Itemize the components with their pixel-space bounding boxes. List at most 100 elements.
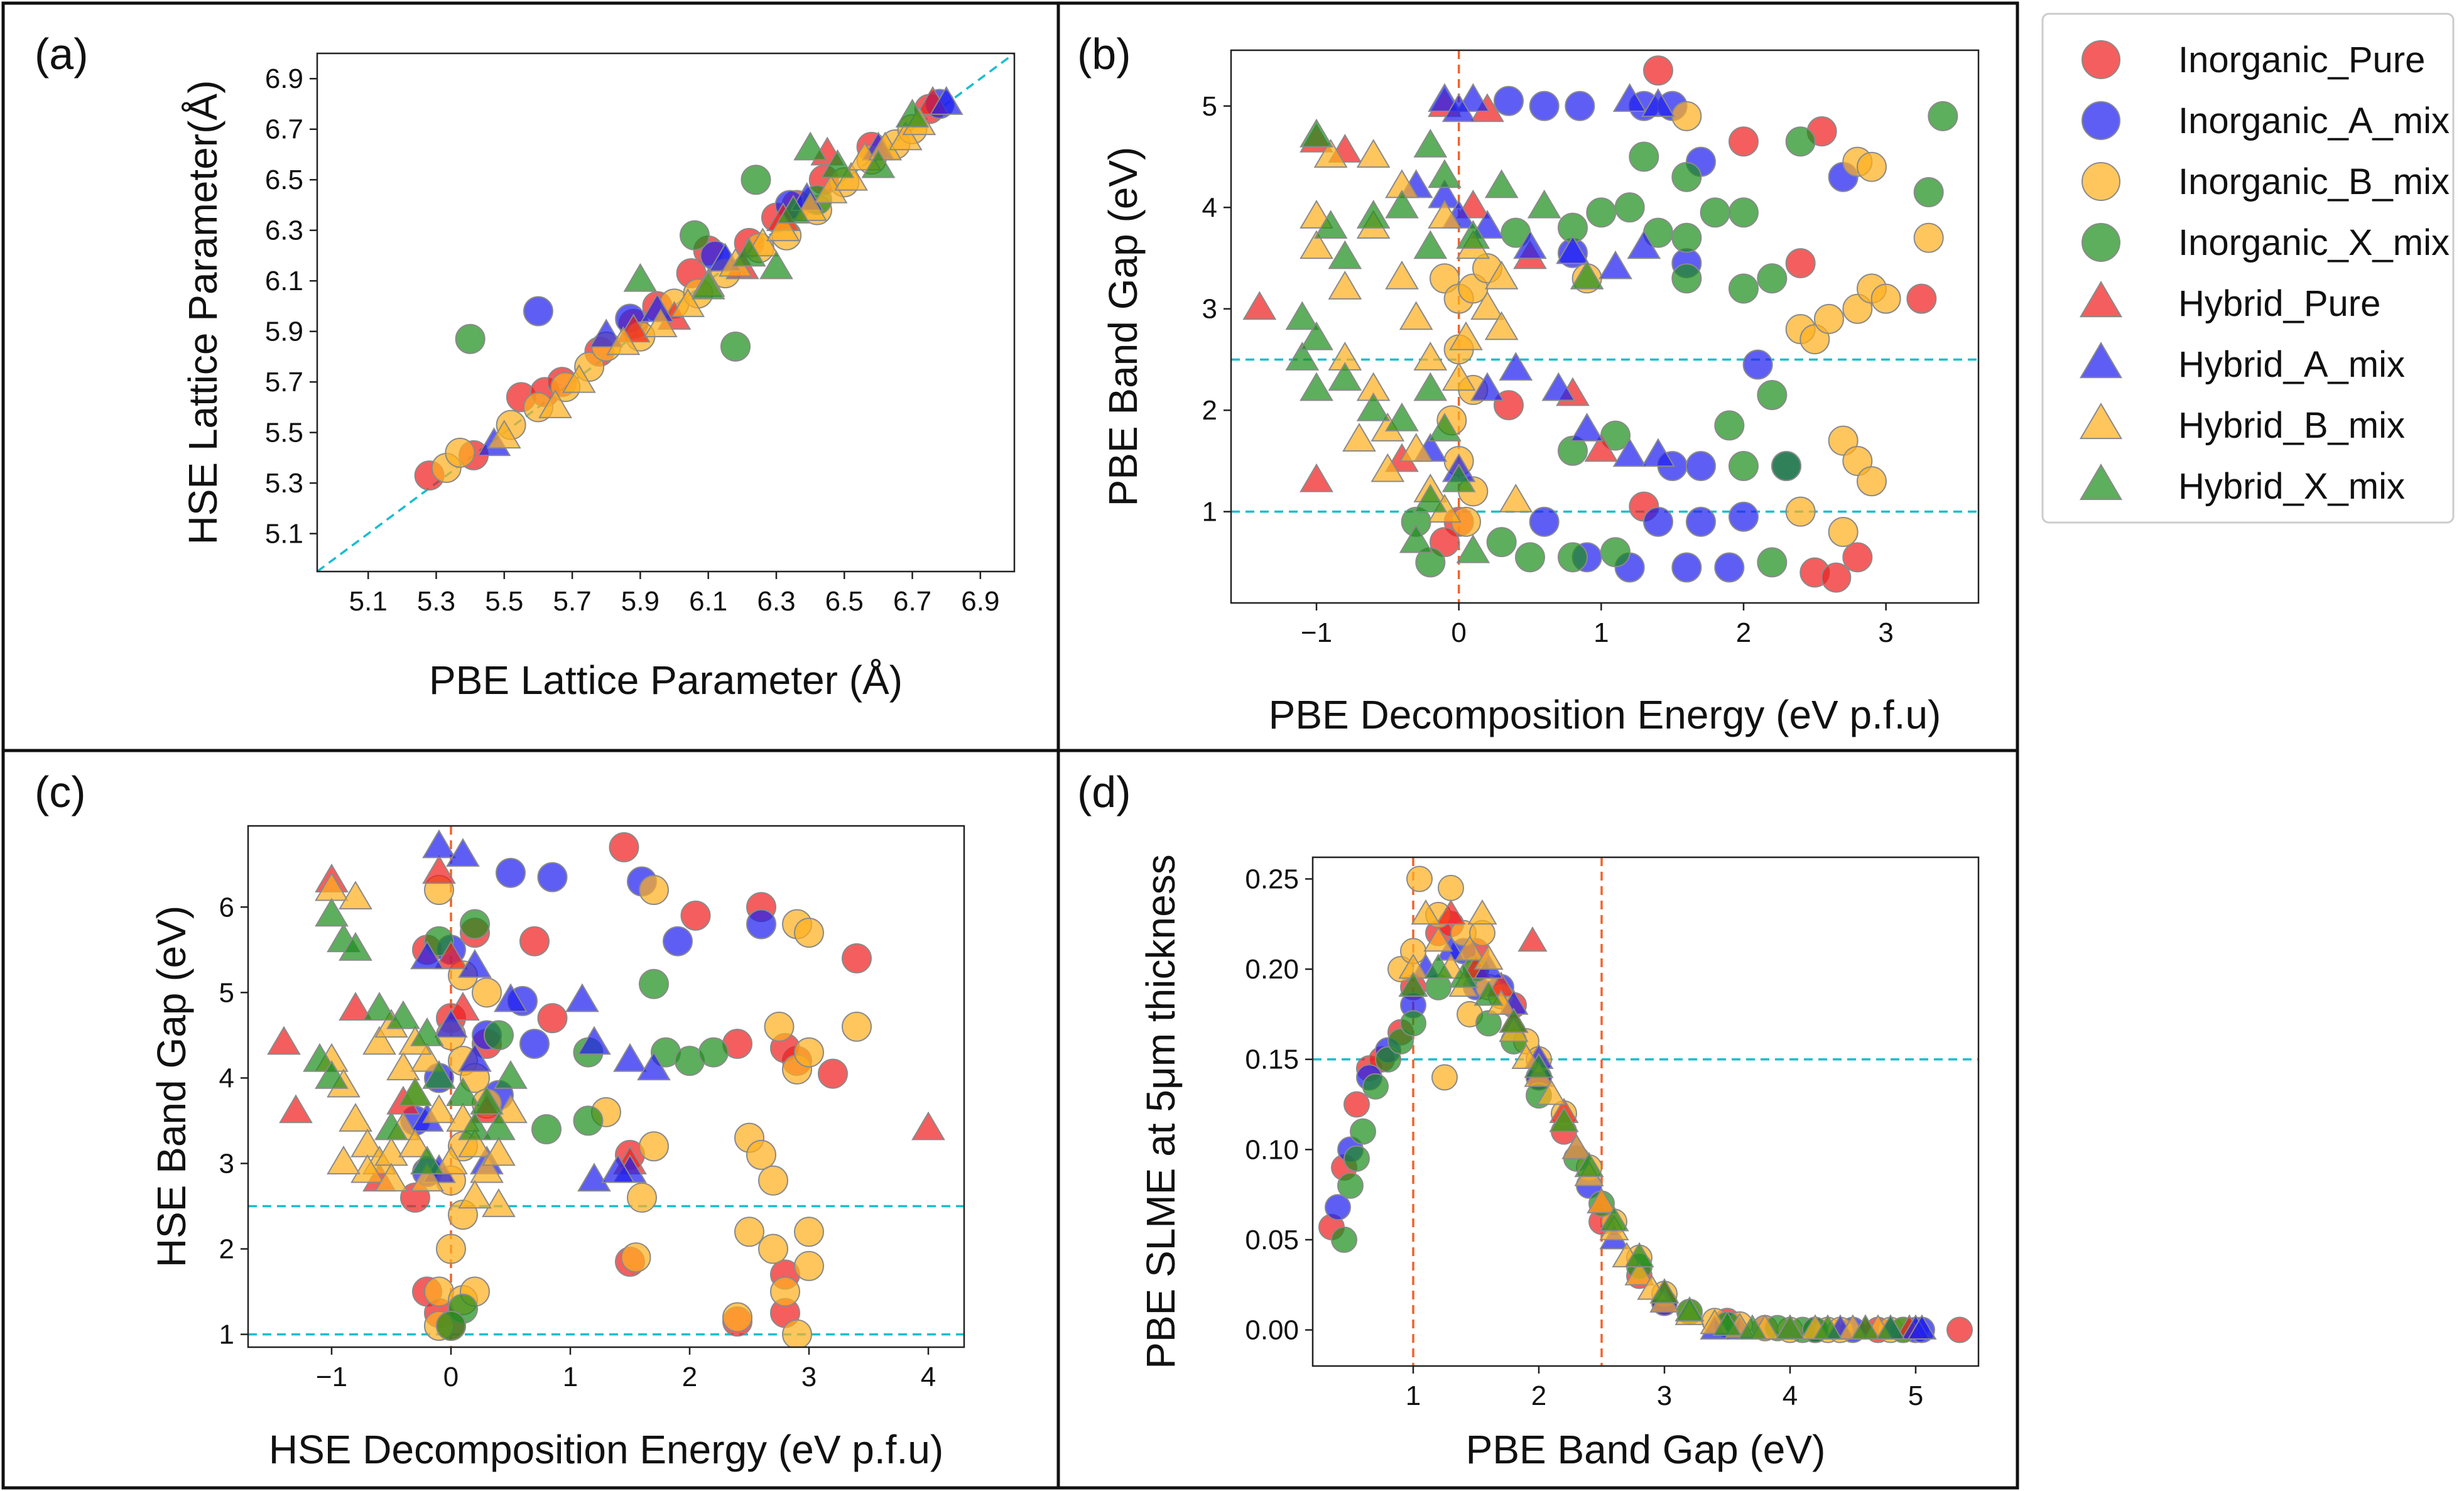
data-point-inorganic-b-mix	[782, 1319, 812, 1347]
data-point-hybrid-pure	[1517, 926, 1548, 952]
data-point-hybrid-b-mix	[350, 1154, 384, 1183]
data-point-inorganic-x-mix	[1614, 192, 1645, 223]
data-point-hybrid-b-mix	[374, 1163, 408, 1192]
data-point-hybrid-b-mix	[1399, 301, 1433, 330]
data-point-hybrid-b-mix	[1356, 139, 1391, 168]
data-point-inorganic-a-mix	[1686, 451, 1716, 482]
y-tick-label: 0.00	[1245, 1315, 1299, 1346]
data-point-inorganic-x-mix	[1558, 435, 1588, 466]
y-tick-label: 6.3	[265, 215, 303, 246]
x-tick-label: 5.5	[485, 586, 523, 617]
x-tick-label: 2	[682, 1362, 697, 1392]
y-tick-label: 5.3	[265, 468, 303, 499]
data-point-hybrid-a-mix	[458, 1043, 492, 1072]
data-point-hybrid-a-mix	[1641, 438, 1675, 467]
data-point-hybrid-x-mix	[1328, 240, 1362, 269]
data-point-inorganic-x-mix	[741, 165, 771, 195]
data-point-inorganic-pure	[1946, 1316, 1973, 1343]
y-tick-label: 0.25	[1245, 864, 1299, 894]
data-point-hybrid-x-mix	[1356, 392, 1391, 421]
data-point-inorganic-pure	[1906, 283, 1937, 314]
y-tick-label: 0.20	[1245, 954, 1299, 985]
data-point-hybrid-x-mix	[1300, 372, 1333, 401]
data-point-hybrid-b-mix	[470, 1154, 504, 1183]
data-point-inorganic-b-mix	[472, 977, 502, 1008]
panel-a-frame	[1, 1, 1060, 752]
data-point-hybrid-pure	[422, 855, 456, 884]
data-point-hybrid-a-mix	[929, 86, 963, 115]
data-point-inorganic-b-mix	[1431, 1064, 1458, 1091]
y-tick-label: 5.9	[265, 317, 303, 347]
data-point-hybrid-x-mix	[1398, 971, 1428, 997]
data-point-hybrid-pure	[279, 1094, 313, 1124]
data-point-hybrid-a-mix	[577, 1026, 611, 1055]
data-point-inorganic-b-mix	[621, 1242, 651, 1273]
panel-label: (c)	[35, 767, 86, 816]
data-point-hybrid-a-mix	[1641, 88, 1675, 117]
legend-label: Hybrid_B_mix	[2178, 405, 2405, 446]
data-point-hybrid-a-mix	[1627, 230, 1661, 259]
data-point-hybrid-x-mix	[1413, 230, 1448, 259]
y-tick-label: 5	[1202, 91, 1217, 122]
data-point-inorganic-b-mix	[1671, 100, 1702, 131]
data-point-hybrid-b-mix	[1399, 433, 1433, 462]
data-point-hybrid-b-mix	[410, 1163, 444, 1192]
data-point-hybrid-x-mix	[1413, 372, 1448, 401]
x-tick-label: 5.3	[417, 586, 455, 617]
data-point-hybrid-x-mix	[1484, 169, 1519, 198]
legend-circle-marker	[2081, 40, 2120, 79]
y-tick-label: 3	[1202, 294, 1217, 325]
data-point-inorganic-x-mix	[1343, 1145, 1370, 1172]
data-point-inorganic-b-mix	[842, 1011, 872, 1042]
chart-panel-b: (b) −1 0 1 2 3 1 2 3 4 5 PBE Decomposition Energy (…	[1077, 30, 1980, 737]
data-point-inorganic-pure	[537, 1003, 568, 1034]
data-point-inorganic-b-mix	[1913, 222, 1944, 253]
data-point-inorganic-b-mix	[639, 1131, 669, 1162]
data-point-hybrid-b-mix	[422, 1094, 456, 1124]
legend-item-inorganic-pure: Inorganic_Pure	[2081, 40, 2425, 80]
data-point-inorganic-b-mix	[794, 1037, 824, 1068]
data-point-hybrid-b-mix	[1313, 139, 1348, 168]
data-point-inorganic-pure	[519, 926, 550, 957]
x-tick-label: 5.1	[349, 586, 388, 617]
data-point-hybrid-a-mix	[410, 940, 444, 970]
x-tick-label: 1	[1593, 617, 1609, 648]
legend-item-hybrid-pure: Hybrid_Pure	[2079, 281, 2380, 324]
markers	[1318, 865, 1973, 1343]
data-point-hybrid-x-mix	[1775, 1314, 1805, 1340]
data-point-hybrid-pure	[1584, 433, 1619, 462]
data-point-hybrid-x-mix	[374, 1111, 408, 1141]
data-point-hybrid-a-mix	[494, 983, 528, 1012]
data-point-hybrid-x-mix	[315, 1060, 349, 1089]
data-point-inorganic-x-mix	[573, 1105, 604, 1136]
data-point-inorganic-x-mix	[1757, 379, 1788, 410]
data-point-hybrid-pure	[1436, 899, 1466, 925]
y-tick-label: 5.1	[265, 519, 303, 550]
data-point-hybrid-x-mix	[1313, 210, 1348, 239]
x-tick-label: 3	[1657, 1380, 1672, 1411]
y-tick-label: 5.5	[265, 418, 303, 448]
data-point-inorganic-x-mix	[1629, 141, 1659, 172]
data-point-hybrid-x-mix	[1300, 118, 1333, 148]
y-tick-label: 4	[1202, 192, 1217, 223]
data-point-hybrid-x-mix	[1524, 1053, 1554, 1078]
data-point-inorganic-x-mix	[1729, 451, 1759, 482]
data-point-hybrid-x-mix	[1737, 1314, 1767, 1340]
data-point-hybrid-b-mix	[888, 121, 923, 151]
data-point-hybrid-a-mix	[1513, 230, 1547, 259]
data-point-inorganic-b-mix	[734, 1217, 764, 1247]
data-point-hybrid-a-mix	[601, 1154, 635, 1183]
data-point-inorganic-pure	[1643, 55, 1673, 86]
y-tick-label: 2	[1202, 395, 1217, 426]
data-point-hybrid-b-mix	[1411, 899, 1441, 925]
data-point-hybrid-x-mix	[494, 1060, 528, 1089]
data-point-hybrid-x-mix	[1624, 1242, 1654, 1267]
data-point-hybrid-x-mix	[303, 1043, 337, 1072]
axes-frame	[1230, 49, 1980, 604]
markers	[414, 86, 963, 491]
data-point-hybrid-a-mix	[458, 949, 492, 978]
legend-circle-marker	[2081, 223, 2120, 262]
data-point-hybrid-a-mix	[1499, 352, 1533, 381]
data-point-inorganic-b-mix	[1785, 496, 1816, 527]
data-point-inorganic-x-mix	[1671, 161, 1702, 192]
